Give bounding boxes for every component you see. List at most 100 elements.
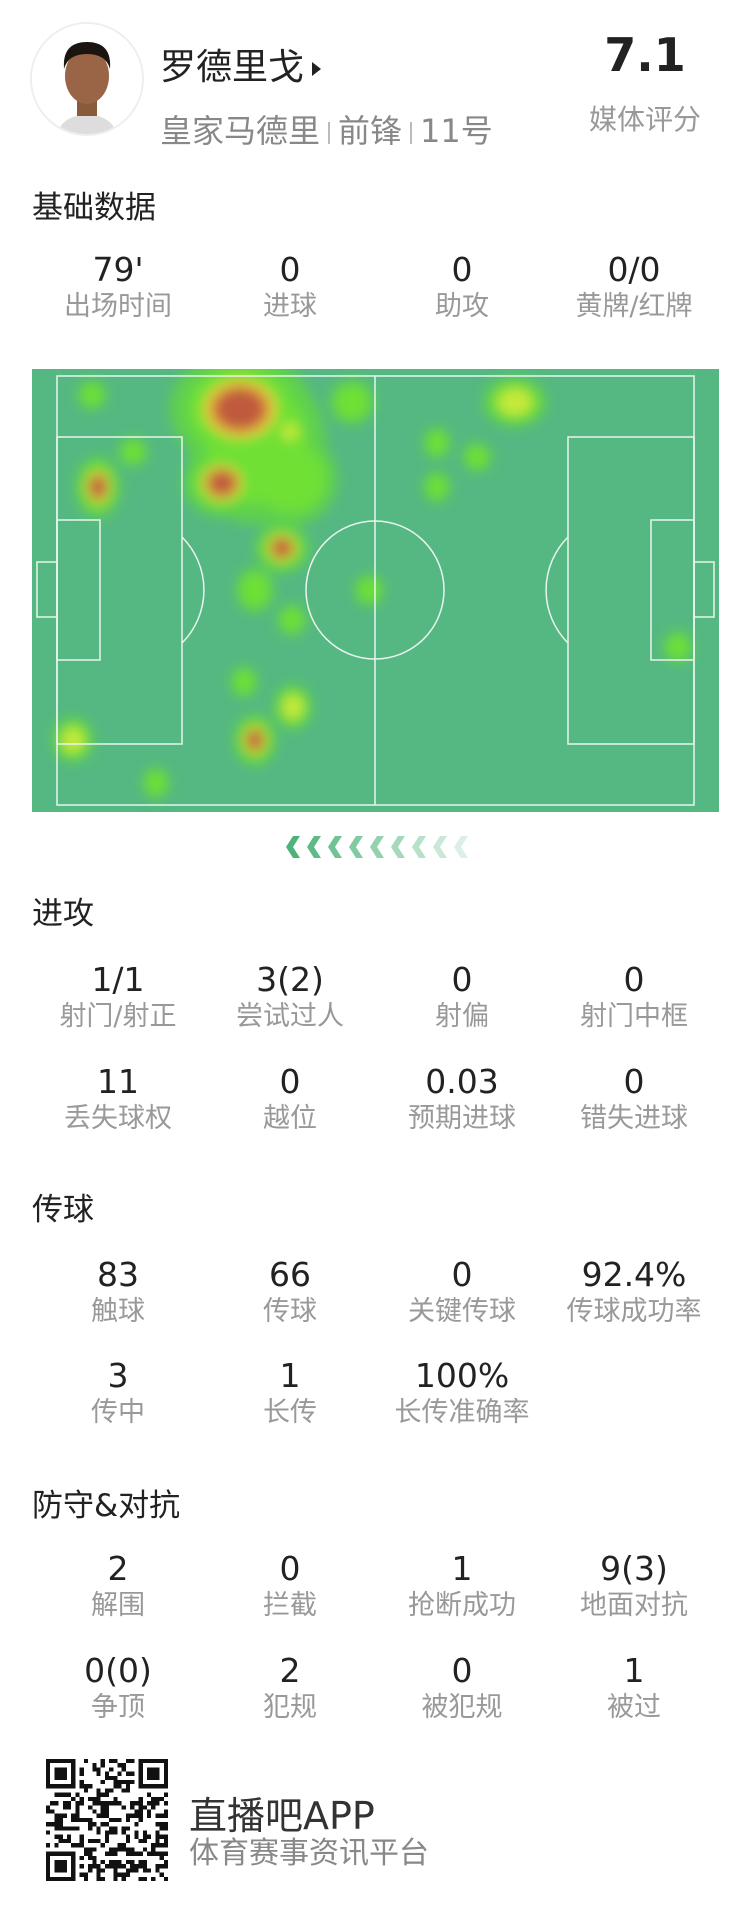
stat-label: 关键传球 (408, 1296, 516, 1327)
stat-cell: 1/1 射门/射正 (32, 960, 204, 1034)
stat-label: 拦截 (263, 1590, 317, 1621)
stat-cell: 0 进球 (204, 250, 376, 324)
stat-value: 0 (451, 1255, 473, 1294)
stat-label: 长传 (263, 1397, 317, 1428)
stat-label: 争顶 (91, 1692, 145, 1723)
stat-cell: 0 射门中框 (548, 960, 720, 1034)
stat-value: 2 (279, 1651, 301, 1690)
stat-cell: 3(2) 尝试过人 (204, 960, 376, 1034)
stat-cell: 0 错失进球 (548, 1062, 720, 1136)
stat-label: 黄牌/红牌 (575, 291, 693, 322)
stat-cell: 1 被过 (548, 1651, 720, 1725)
stat-value: 92.4% (581, 1255, 687, 1294)
stats-row: 2 解围 0 拦截 1 抢断成功 9(3) 地面对抗 (32, 1549, 720, 1623)
heat-blob (426, 431, 448, 455)
stats-row: 83 触球 66 传球 0 关键传球 92.4% 传球成功率 (32, 1255, 720, 1329)
stat-label: 预期进球 (408, 1103, 516, 1134)
stat-value: 83 (97, 1255, 139, 1294)
player-avatar (30, 22, 144, 136)
stat-value: 2 (107, 1549, 129, 1588)
app-name: 直播吧APP (189, 1794, 375, 1838)
heat-blob (465, 445, 489, 469)
stat-label: 助攻 (435, 291, 489, 322)
stat-value: 1 (451, 1549, 473, 1588)
chevron-left-icon (307, 836, 321, 858)
stat-cell: 0.03 预期进球 (376, 1062, 548, 1136)
heat-blob (62, 728, 84, 752)
stat-label: 射偏 (435, 1001, 489, 1032)
heatmap (36, 351, 715, 806)
stat-label: 错失进球 (580, 1103, 688, 1134)
player-name-link[interactable]: 罗德里戈 (160, 38, 322, 90)
heat-blob (666, 635, 690, 659)
divider (328, 122, 331, 144)
stat-cell: 0 拦截 (204, 1549, 376, 1623)
stat-value: 0(0) (84, 1651, 152, 1690)
stat-label: 抢断成功 (408, 1590, 516, 1621)
section-title-passing: 传球 (32, 1192, 94, 1228)
heat-blob (271, 538, 293, 558)
stat-label: 传中 (91, 1397, 145, 1428)
stat-value: 66 (269, 1255, 311, 1294)
heat-blob (121, 440, 145, 464)
stat-label: 被犯规 (421, 1692, 503, 1723)
stats-row: 11 丢失球权 0 越位 0.03 预期进球 0 错失进球 (32, 1062, 720, 1136)
heat-blob (498, 388, 532, 416)
stat-cell: 79' 出场时间 (32, 250, 204, 324)
stat-cell: 0(0) 争顶 (32, 1651, 204, 1725)
stat-label: 长传准确率 (394, 1397, 530, 1428)
heat-blob (258, 445, 326, 513)
chevron-left-icon (433, 836, 447, 858)
stat-cell: 1 长传 (204, 1356, 376, 1430)
stat-value: 0 (279, 1062, 301, 1101)
stat-label: 被过 (607, 1692, 661, 1723)
heat-blob (233, 670, 255, 694)
chevron-left-icon (349, 836, 363, 858)
app-tagline: 体育赛事资讯平台 (189, 1836, 429, 1871)
stat-value: 1/1 (91, 960, 145, 999)
shirt-number: 11号 (420, 112, 493, 150)
player-info: 皇家马德里 前锋 11号 (160, 106, 493, 152)
heat-blob (89, 475, 107, 499)
stat-value: 0 (451, 960, 473, 999)
qr-code (46, 1759, 168, 1881)
heat-blob (281, 423, 299, 441)
stat-label: 越位 (263, 1103, 317, 1134)
section-title-basic: 基础数据 (32, 190, 156, 226)
player-name: 罗德里戈 (160, 47, 305, 88)
chevron-left-icon (412, 836, 426, 858)
stat-value: 0 (279, 250, 301, 289)
stat-value: 79' (92, 250, 144, 289)
heat-blob (335, 385, 369, 419)
stat-value: 3 (107, 1356, 129, 1395)
attack-direction-arrows (276, 832, 476, 866)
heat-blob (282, 695, 304, 719)
team-name: 皇家马德里 (160, 112, 321, 150)
stat-value: 9(3) (600, 1549, 668, 1588)
chevron-left-icon (370, 836, 384, 858)
chevron-left-icon (328, 836, 342, 858)
stat-label: 射门/射正 (59, 1001, 177, 1032)
stat-label: 地面对抗 (580, 1590, 688, 1621)
heat-blob (357, 578, 381, 602)
stat-value: 100% (414, 1356, 510, 1395)
stat-cell: 83 触球 (32, 1255, 204, 1329)
chevron-left-icon (391, 836, 405, 858)
stat-label: 传球成功率 (566, 1296, 702, 1327)
heat-blob (280, 608, 304, 632)
stat-value: 0 (451, 250, 473, 289)
stat-value: 0 (623, 960, 645, 999)
stat-cell: 11 丢失球权 (32, 1062, 204, 1136)
stats-row: 0(0) 争顶 2 犯规 0 被犯规 1 被过 (32, 1651, 720, 1725)
stat-cell: 92.4% 传球成功率 (548, 1255, 720, 1329)
stat-label: 进球 (263, 291, 317, 322)
heat-blob (80, 383, 104, 407)
stat-cell: 0 关键传球 (376, 1255, 548, 1329)
pitch-lines (36, 375, 715, 806)
caret-right-icon (312, 62, 322, 76)
stats-row: 79' 出场时间 0 进球 0 助攻 0/0 黄牌/红牌 (32, 250, 720, 324)
stat-value: 1 (623, 1651, 645, 1690)
stat-value: 1 (279, 1356, 301, 1395)
rating-label: 媒体评分 (588, 103, 701, 136)
stat-cell: 1 抢断成功 (376, 1549, 548, 1623)
